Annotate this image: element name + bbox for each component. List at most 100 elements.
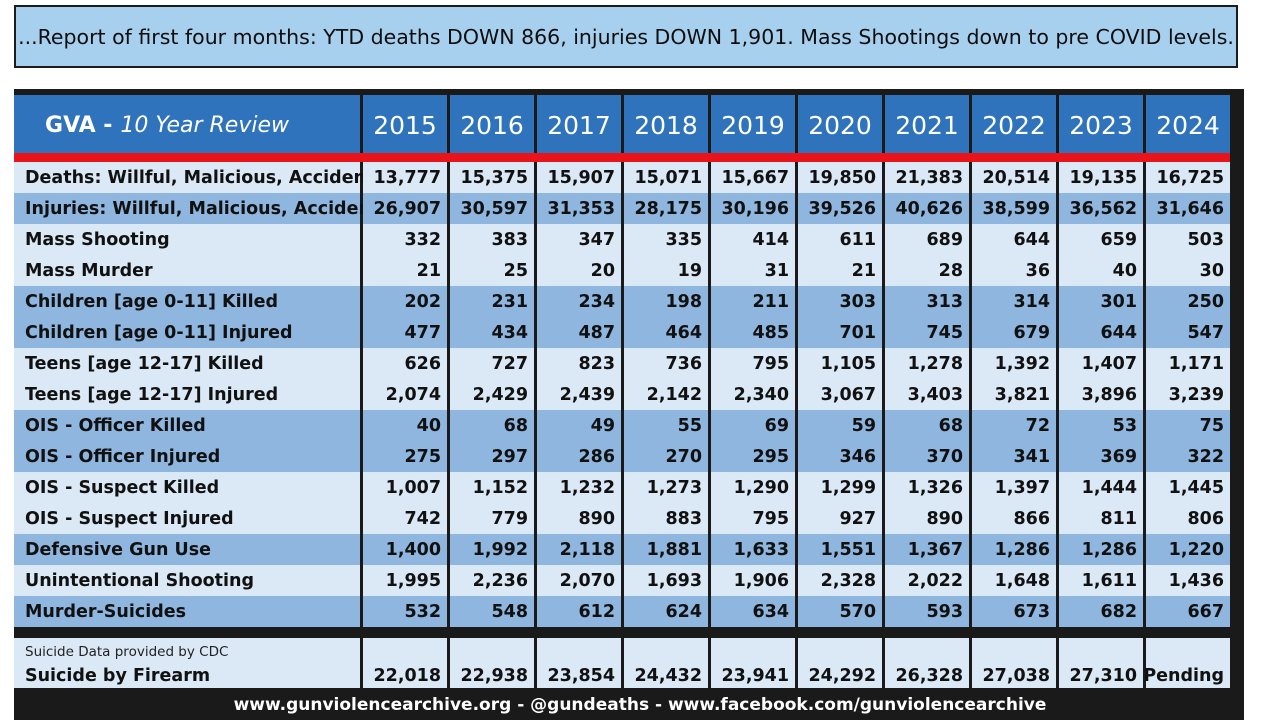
table-title: GVA - 10 Year Review [14, 95, 360, 155]
table-cell: 745 [885, 317, 969, 348]
table-cell: 31,646 [1146, 193, 1230, 224]
table-cell: 673 [972, 596, 1056, 627]
row-label: Deaths: Willful, Malicious, Accidental [14, 162, 392, 193]
table-cell: 1,278 [885, 348, 969, 379]
table-cell: 347 [537, 224, 621, 255]
table-cell: 1,220 [1146, 534, 1230, 565]
table-cell: 21 [363, 255, 447, 286]
table-cell: 806 [1146, 503, 1230, 534]
table-cell: 2,142 [624, 379, 708, 410]
table-cell: 1,444 [1059, 472, 1143, 503]
table-cell: 19,850 [798, 162, 882, 193]
table-cell: 301 [1059, 286, 1143, 317]
table-cell: 295 [711, 441, 795, 472]
table-cell: 20 [537, 255, 621, 286]
table-cell: 369 [1059, 441, 1143, 472]
table-cell: 612 [537, 596, 621, 627]
table-cell: 689 [885, 224, 969, 255]
table-cell: 31 [711, 255, 795, 286]
table-cell: 234 [537, 286, 621, 317]
suicide-data-note: Suicide Data provided by CDC [25, 644, 229, 660]
table-cell: 485 [711, 317, 795, 348]
table-cell: 28,175 [624, 193, 708, 224]
year-header: 2015 [363, 95, 447, 155]
suicide-cell: 27,038 [972, 638, 1056, 688]
table-cell: 49 [537, 410, 621, 441]
year-header: 2024 [1146, 95, 1230, 155]
suicide-cell: 24,432 [624, 638, 708, 688]
table-cell: 40,626 [885, 193, 969, 224]
year-header: 2019 [711, 95, 795, 155]
table-cell: 31,353 [537, 193, 621, 224]
table-cell: 2,429 [450, 379, 534, 410]
table-cell: 68 [450, 410, 534, 441]
table-cell: 16,725 [1146, 162, 1230, 193]
table-cell: 2,328 [798, 565, 882, 596]
table-cell: 795 [711, 503, 795, 534]
year-header: 2021 [885, 95, 969, 155]
table-cell: 727 [450, 348, 534, 379]
table-cell: 2,236 [450, 565, 534, 596]
suicide-row-label: Suicide Data provided by CDC Suicide by F… [14, 638, 360, 688]
table-cell: 624 [624, 596, 708, 627]
table-cell: 211 [711, 286, 795, 317]
table-cell: 1,232 [537, 472, 621, 503]
table-cell: 1,633 [711, 534, 795, 565]
table-cell: 370 [885, 441, 969, 472]
table-cell: 314 [972, 286, 1056, 317]
table-cell: 1,392 [972, 348, 1056, 379]
table-cell: 667 [1146, 596, 1230, 627]
table-cell: 434 [450, 317, 534, 348]
table-cell: 313 [885, 286, 969, 317]
suicide-cell: 27,310 [1059, 638, 1143, 688]
table-cell: 1,326 [885, 472, 969, 503]
table-cell: 570 [798, 596, 882, 627]
table-cell: 322 [1146, 441, 1230, 472]
header-divider [14, 153, 1230, 162]
table-cell: 779 [450, 503, 534, 534]
row-label: Defensive Gun Use [14, 534, 360, 565]
table-title-bold: GVA - [45, 112, 113, 138]
table-cell: 53 [1059, 410, 1143, 441]
table-cell: 2,022 [885, 565, 969, 596]
table-cell: 890 [537, 503, 621, 534]
table-cell: 1,995 [363, 565, 447, 596]
table-cell: 3,239 [1146, 379, 1230, 410]
row-label: OIS - Officer Killed [14, 410, 360, 441]
table-cell: 21,383 [885, 162, 969, 193]
suicide-cell: 23,854 [537, 638, 621, 688]
table-cell: 477 [363, 317, 447, 348]
table-cell: 503 [1146, 224, 1230, 255]
table-cell: 59 [798, 410, 882, 441]
review-table: GVA -10 Year Review 2015 2016 2017 2018 … [14, 89, 1244, 720]
table-cell: 275 [363, 441, 447, 472]
table-cell: 611 [798, 224, 882, 255]
table-cell: 25 [450, 255, 534, 286]
suicide-cell: 22,938 [450, 638, 534, 688]
table-cell: 1,286 [972, 534, 1056, 565]
table-cell: 1,648 [972, 565, 1056, 596]
table-cell: 13,777 [363, 162, 447, 193]
year-header: 2020 [798, 95, 882, 155]
table-cell: 644 [972, 224, 1056, 255]
table-cell: 303 [798, 286, 882, 317]
table-cell: 487 [537, 317, 621, 348]
year-header: 2017 [537, 95, 621, 155]
table-cell: 55 [624, 410, 708, 441]
suicide-cell: 24,292 [798, 638, 882, 688]
table-cell: 30,597 [450, 193, 534, 224]
year-header: 2022 [972, 95, 1056, 155]
table-cell: 1,273 [624, 472, 708, 503]
table-cell: 28 [885, 255, 969, 286]
table-cell: 39,526 [798, 193, 882, 224]
table-cell: 823 [537, 348, 621, 379]
table-cell: 15,071 [624, 162, 708, 193]
table-cell: 72 [972, 410, 1056, 441]
table-cell: 30 [1146, 255, 1230, 286]
suicide-cell: 26,328 [885, 638, 969, 688]
table-cell: 75 [1146, 410, 1230, 441]
table-cell: 464 [624, 317, 708, 348]
review-table-grid: GVA -10 Year Review 2015 2016 2017 2018 … [14, 89, 1244, 688]
suicide-cell: Pending [1143, 638, 1230, 688]
table-cell: 15,907 [537, 162, 621, 193]
